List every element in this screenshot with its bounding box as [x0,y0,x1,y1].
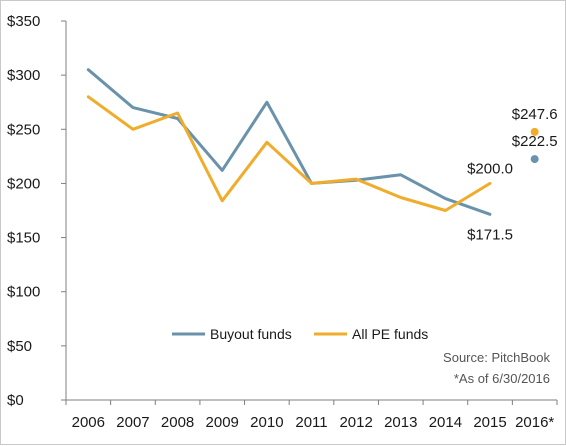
x-tick-label: 2016* [515,414,554,431]
data-labels: $171.5 $200.0 $247.6 $222.5 [467,106,558,243]
footnote: *As of 6/30/2016 [454,371,550,386]
x-tick-label: 2008 [161,414,194,431]
x-tick-label: 2007 [116,414,149,431]
x-tick-label: 2015 [473,414,506,431]
y-tick-label: $250 [7,121,40,138]
source-note: Source: PitchBook [443,350,550,365]
series-point-1 [530,127,539,136]
x-tick-label: 2014 [429,414,462,431]
data-label: $200.0 [467,160,513,177]
y-tick-label: $200 [7,175,40,192]
x-axis-ticks: 2006 2007 2008 2009 2010 2011 2012 2013 2014 2015… [65,400,558,431]
data-label: $247.6 [512,106,558,123]
y-tick-label: $50 [7,338,32,355]
legend-label: All PE funds [352,326,428,342]
legend-label: Buyout funds [210,326,292,342]
x-tick-label: 2013 [384,414,417,431]
y-axis-ticks: $0 $50 $100 $150 $200 $250 $300 $350 [7,13,66,409]
annotations: Source: PitchBook *As of 6/30/2016 [443,350,550,386]
x-tick-label: 2011 [295,414,327,431]
series-point-0 [530,155,539,164]
data-label: $222.5 [512,133,558,150]
y-tick-label: $0 [7,392,24,409]
x-tick-label: 2012 [339,414,372,431]
y-tick-label: $100 [7,284,40,301]
x-tick-label: 2009 [206,414,239,431]
legend: Buyout funds All PE funds [172,326,428,342]
data-label: $171.5 [467,226,513,243]
series-line-1 [86,95,492,212]
series-line-0 [86,68,492,216]
x-tick-label: 2010 [250,414,283,431]
x-tick-label: 2006 [72,414,105,431]
y-tick-label: $350 [7,13,40,30]
y-tick-label: $150 [7,230,40,247]
y-tick-label: $300 [7,67,40,84]
axes [65,21,557,401]
series-layer [86,68,539,216]
